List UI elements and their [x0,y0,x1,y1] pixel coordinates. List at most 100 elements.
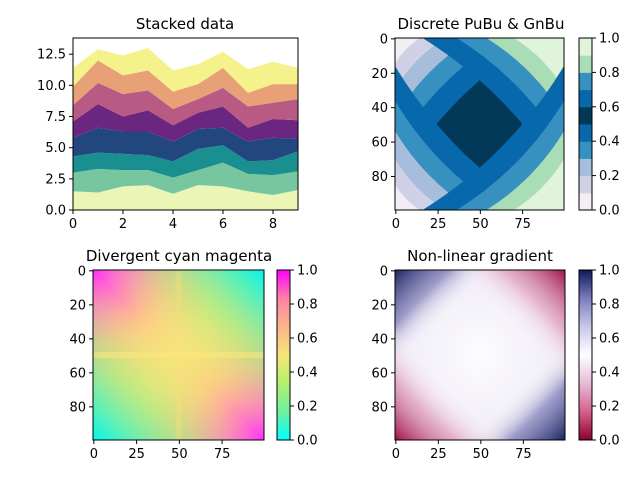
stacked-axes-frame [72,37,299,211]
stacked-y-tick-label: 2.5 [45,172,66,187]
discrete-colorbar: 0.0 0.2 0.4 0.6 0.8 1.0 [578,32,620,219]
nonlinear-colorbar-tick-label: 1.0 [599,264,620,279]
nonlinear-y-tick-label: 80 [371,400,388,415]
divergent-colorbar-tick-label: 0.4 [297,366,318,381]
divergent-y-tick-label: 40 [69,332,86,347]
discrete-contours [395,38,564,210]
stacked-y-tick-label: 5.0 [45,141,66,156]
discrete-y-tick-label: 20 [371,67,388,82]
stacked-area-layer-7 [73,60,298,110]
nonlinear-y-tick-label: 40 [371,332,388,347]
stacked-x-ticks: 0 2 4 6 8 [69,210,277,232]
divergent-y-tick-label: 60 [69,366,86,381]
divergent-y-tick-label: 80 [69,400,86,415]
divergent-heatmap-image [93,270,264,440]
discrete-colorbar-segment [579,158,592,177]
stacked-area-layer-5 [73,104,298,142]
discrete-colorbar-frame [578,37,593,211]
stacked-y-ticks: 0.0 2.5 5.0 7.5 10.0 12.5 [37,48,73,219]
stacked-area-layer-1 [73,185,298,210]
stacked-area-layer-6 [73,82,298,128]
stacked-y-tick-label: 0.0 [45,204,66,219]
discrete-band [513,38,564,90]
discrete-colorbar-segment [579,192,592,211]
discrete-band [538,38,564,64]
stacked-area-layer-8 [73,47,298,93]
discrete-x-tick-label: 75 [514,217,531,232]
stacked-y-tick-label: 12.5 [37,48,66,63]
nonlinear-heatmap-image [395,270,565,440]
stacked-x-tick-label: 8 [269,217,277,232]
discrete-y-tick-label: 80 [371,170,388,185]
discrete-band [395,184,421,210]
divergent-colorbar-tick-label: 0.0 [297,434,318,449]
nonlinear-x-tick-label: 50 [473,447,490,462]
stacked-x-tick-label: 6 [219,217,227,232]
divergent-x-tick-label: 25 [128,447,145,462]
discrete-axes-frame [394,37,565,211]
nonlinear-x-tick-label: 0 [392,447,400,462]
discrete-colorbar-segment [579,72,592,91]
stacked-y-tick-label: 10.0 [37,79,66,94]
discrete-x-tick-label: 25 [430,217,447,232]
divergent-axes-frame [92,269,265,441]
stacked-area-layer-3 [73,145,298,178]
nonlinear-center-glow [395,270,565,440]
discrete-band [513,158,564,210]
nonlinear-colorbar-tick-label: 0.8 [599,298,620,313]
divergent-colorbar-gradient [277,270,290,440]
nonlinear-heatmap: Non-linear gradient 0 25 50 75 0 20 40 60 80 0.0… [371,247,619,462]
discrete-heatmap-image [395,38,564,210]
divergent-colorbar-tick-label: 0.6 [297,332,318,347]
divergent-colorbar-tick-label: 0.2 [297,400,318,415]
discrete-band [538,184,564,210]
divergent-colorbar-tick-label: 1.0 [297,264,318,279]
divergent-x-tick-label: 50 [171,447,188,462]
discrete-band [395,38,421,64]
nonlinear-x-tick-label: 75 [515,447,532,462]
nonlinear-y-tick-label: 60 [371,366,388,381]
discrete-title: Discrete PuBu & GnBu [398,15,565,33]
discrete-y-tick-label: 40 [371,101,388,116]
divergent-x-tick-label: 0 [90,447,98,462]
discrete-colorbar-tick-label: 0.0 [599,204,620,219]
discrete-colorbar-tick-label: 0.4 [599,135,620,150]
discrete-band [395,158,446,210]
nonlinear-colorbar-tick-label: 0.6 [599,332,620,347]
discrete-x-tick-label: 50 [472,217,489,232]
divergent-colorbar-tick-label: 0.8 [297,298,318,313]
discrete-ticks: 0 25 50 75 0 20 40 60 80 [371,32,530,232]
discrete-colorbar-tick-label: 0.8 [599,66,620,81]
divergent-title: Divergent cyan magenta [86,247,272,265]
nonlinear-colorbar-frame [578,269,593,441]
discrete-x-tick-label: 0 [392,217,400,232]
nonlinear-y-tick-label: 20 [371,298,388,313]
discrete-y-tick-label: 0 [380,32,388,47]
nonlinear-colorbar-tick-label: 0.4 [599,366,620,381]
divergent-colorbar-frame [276,269,291,441]
stacked-x-tick-label: 2 [119,217,127,232]
nonlinear-colorbar-tick-label: 0.0 [599,434,620,449]
discrete-colorbar-segment [579,38,592,56]
divergent-y-tick-label: 20 [69,298,86,313]
nonlinear-ticks: 0 25 50 75 0 20 40 60 80 [371,264,531,462]
nonlinear-colorbar: 0.0 0.2 0.4 0.6 0.8 1.0 [578,264,620,449]
stacked-y-tick-label: 7.5 [45,110,66,125]
nonlinear-axes-frame [394,269,566,441]
discrete-colorbar-tick-label: 0.2 [599,169,620,184]
discrete-y-tick-label: 60 [371,136,388,151]
divergent-y-tick-label: 0 [78,264,86,279]
discrete-colorbar-segment [579,55,592,73]
discrete-band [395,38,446,90]
discrete-colorbar-segment [579,175,592,194]
stacked-x-tick-label: 4 [169,217,177,232]
discrete-colorbar-segment [579,141,592,159]
nonlinear-colorbar-tick-label: 0.2 [599,400,620,415]
nonlinear-colorbar-gradient [579,270,592,440]
stacked-x-tick-label: 0 [69,217,77,232]
divergent-ticks: 0 25 50 75 0 20 40 60 80 [69,264,230,462]
stacked-title: Stacked data [136,15,234,33]
divergent-x-tick-label: 75 [214,447,231,462]
